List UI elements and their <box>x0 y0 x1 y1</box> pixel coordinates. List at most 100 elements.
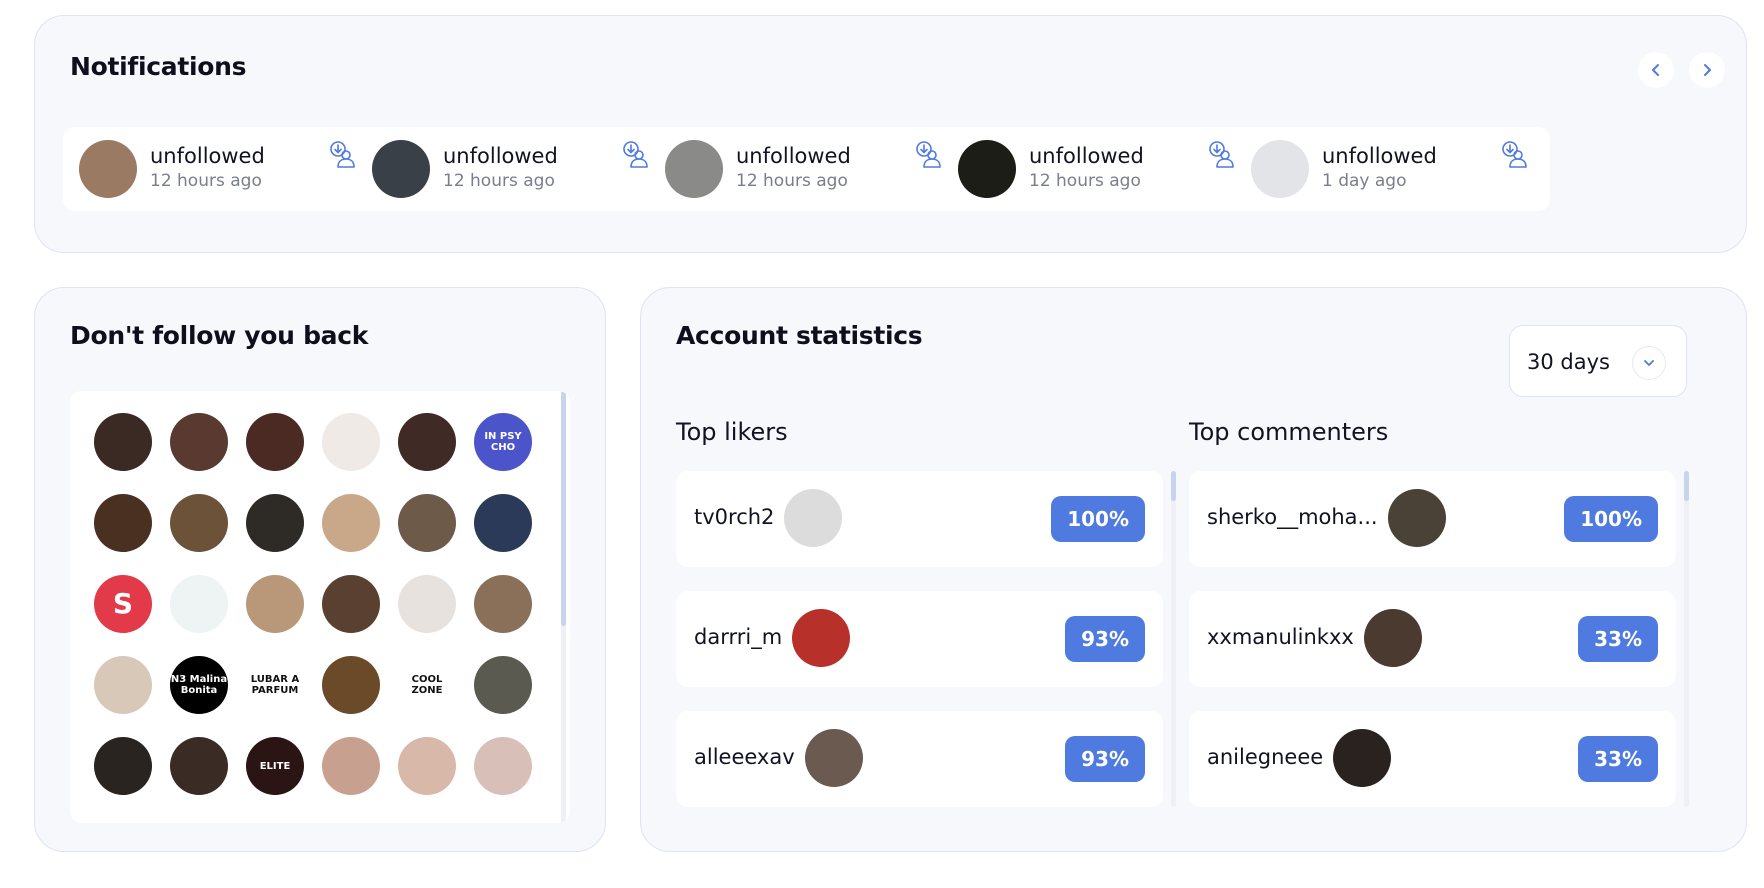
notification-time: 12 hours ago <box>736 171 848 191</box>
percent-badge: 33% <box>1578 616 1658 662</box>
avatar-label: ELITE <box>259 760 291 772</box>
avatar[interactable] <box>170 494 228 552</box>
notification-action: unfollowed <box>736 144 851 168</box>
chevron-down-icon <box>1632 346 1666 380</box>
percent-badge: 93% <box>1065 736 1145 782</box>
user-download-icon[interactable] <box>1203 137 1239 173</box>
dont-follow-back-title: Don't follow you back <box>70 321 369 350</box>
avatar[interactable] <box>79 140 137 198</box>
avatar[interactable]: COOL ZONE <box>398 656 456 714</box>
avatar[interactable] <box>398 494 456 552</box>
avatar[interactable] <box>474 575 532 633</box>
username[interactable]: anilegneee <box>1207 745 1324 769</box>
avatar[interactable] <box>322 413 380 471</box>
top-commenters-list: sherko__moha... 100% xxmanulinkxx 33% anileg… <box>1189 471 1689 807</box>
user-download-icon[interactable] <box>617 137 653 173</box>
avatar[interactable] <box>322 494 380 552</box>
username[interactable]: tv0rch2 <box>694 505 775 529</box>
dont-follow-back-card: Don't follow you back IN PSY CHO S N3 Mali… <box>34 287 606 852</box>
scrollbar-thumb[interactable] <box>1171 471 1176 501</box>
scrollbar[interactable] <box>1171 471 1176 807</box>
avatar[interactable] <box>170 575 228 633</box>
username[interactable]: xxmanulinkxx <box>1207 625 1354 649</box>
top-likers-list: tv0rch2 100% darrri_m 93% alleeexav 93% <box>676 471 1176 807</box>
scrollbar[interactable] <box>561 391 566 823</box>
notification-item[interactable]: unfollowed 12 hours ago <box>63 127 378 211</box>
avatar[interactable] <box>372 140 430 198</box>
notification-item[interactable]: unfollowed 12 hours ago <box>649 127 964 211</box>
username[interactable]: darrri_m <box>694 625 783 649</box>
avatar[interactable] <box>958 140 1016 198</box>
avatar-label: LUBAR A PARFUM <box>250 674 300 696</box>
percent-badge: 33% <box>1578 736 1658 782</box>
avatar[interactable] <box>805 729 863 787</box>
avatar[interactable] <box>784 489 842 547</box>
avatar[interactable] <box>94 494 152 552</box>
top-likers-heading: Top likers <box>676 418 788 446</box>
avatar[interactable] <box>398 737 456 795</box>
notification-time: 12 hours ago <box>443 171 555 191</box>
username[interactable]: sherko__moha... <box>1207 505 1378 529</box>
stat-row[interactable]: alleeexav 93% <box>676 711 1163 807</box>
avatar[interactable] <box>1333 729 1391 787</box>
avatar[interactable] <box>322 737 380 795</box>
notification-time: 1 day ago <box>1322 171 1407 191</box>
stat-row[interactable]: sherko__moha... 100% <box>1189 471 1676 567</box>
notifications-title: Notifications <box>70 52 247 81</box>
notification-item[interactable]: unfollowed 12 hours ago <box>942 127 1257 211</box>
period-value: 30 days <box>1527 350 1610 374</box>
notification-item[interactable]: unfollowed 1 day ago <box>1235 127 1550 211</box>
avatar[interactable] <box>474 737 532 795</box>
avatar[interactable] <box>170 737 228 795</box>
notification-item[interactable]: unfollowed 12 hours ago <box>356 127 671 211</box>
avatar[interactable]: S <box>94 575 152 633</box>
avatar-label: S <box>112 587 134 620</box>
stat-row[interactable]: darrri_m 93% <box>676 591 1163 687</box>
stat-row[interactable]: anilegneee 33% <box>1189 711 1676 807</box>
avatar[interactable] <box>94 656 152 714</box>
avatar[interactable]: ELITE <box>246 737 304 795</box>
chevron-right-icon <box>1704 64 1711 76</box>
avatar[interactable] <box>665 140 723 198</box>
notifications-card: Notifications unfollowed 12 hours ago unfo… <box>34 15 1747 253</box>
avatar[interactable] <box>792 609 850 667</box>
scrollbar-thumb[interactable] <box>561 391 566 626</box>
next-button[interactable] <box>1689 52 1725 88</box>
avatar[interactable] <box>170 413 228 471</box>
avatar[interactable]: LUBAR A PARFUM <box>246 656 304 714</box>
avatar[interactable] <box>246 575 304 633</box>
avatar[interactable] <box>246 494 304 552</box>
percent-badge: 93% <box>1065 616 1145 662</box>
avatar[interactable] <box>1388 489 1446 547</box>
notification-action: unfollowed <box>150 144 265 168</box>
avatar[interactable] <box>322 656 380 714</box>
avatar[interactable] <box>322 575 380 633</box>
percent-badge: 100% <box>1564 496 1658 542</box>
notification-action: unfollowed <box>443 144 558 168</box>
period-dropdown[interactable]: 30 days <box>1509 325 1687 397</box>
avatar[interactable] <box>398 413 456 471</box>
user-download-icon[interactable] <box>910 137 946 173</box>
scrollbar-thumb[interactable] <box>1684 471 1689 501</box>
chevron-left-icon <box>1652 64 1659 76</box>
previous-button[interactable] <box>1638 52 1674 88</box>
stat-row[interactable]: xxmanulinkxx 33% <box>1189 591 1676 687</box>
avatar[interactable] <box>94 413 152 471</box>
username[interactable]: alleeexav <box>694 745 795 769</box>
avatar[interactable] <box>94 737 152 795</box>
stat-row[interactable]: tv0rch2 100% <box>676 471 1163 567</box>
avatar[interactable] <box>474 656 532 714</box>
avatar[interactable] <box>1251 140 1309 198</box>
avatar[interactable] <box>246 413 304 471</box>
avatar-label: N3 Malina Bonita <box>170 674 228 696</box>
avatar[interactable] <box>1364 609 1422 667</box>
account-statistics-title: Account statistics <box>676 321 923 350</box>
user-download-icon[interactable] <box>324 137 360 173</box>
avatar[interactable] <box>474 494 532 552</box>
avatar[interactable]: N3 Malina Bonita <box>170 656 228 714</box>
scrollbar[interactable] <box>1684 471 1689 807</box>
avatar[interactable]: IN PSY CHO <box>474 413 532 471</box>
account-statistics-card: Account statistics 30 days Top likers To… <box>640 287 1747 852</box>
avatar[interactable] <box>398 575 456 633</box>
user-download-icon[interactable] <box>1496 137 1532 173</box>
